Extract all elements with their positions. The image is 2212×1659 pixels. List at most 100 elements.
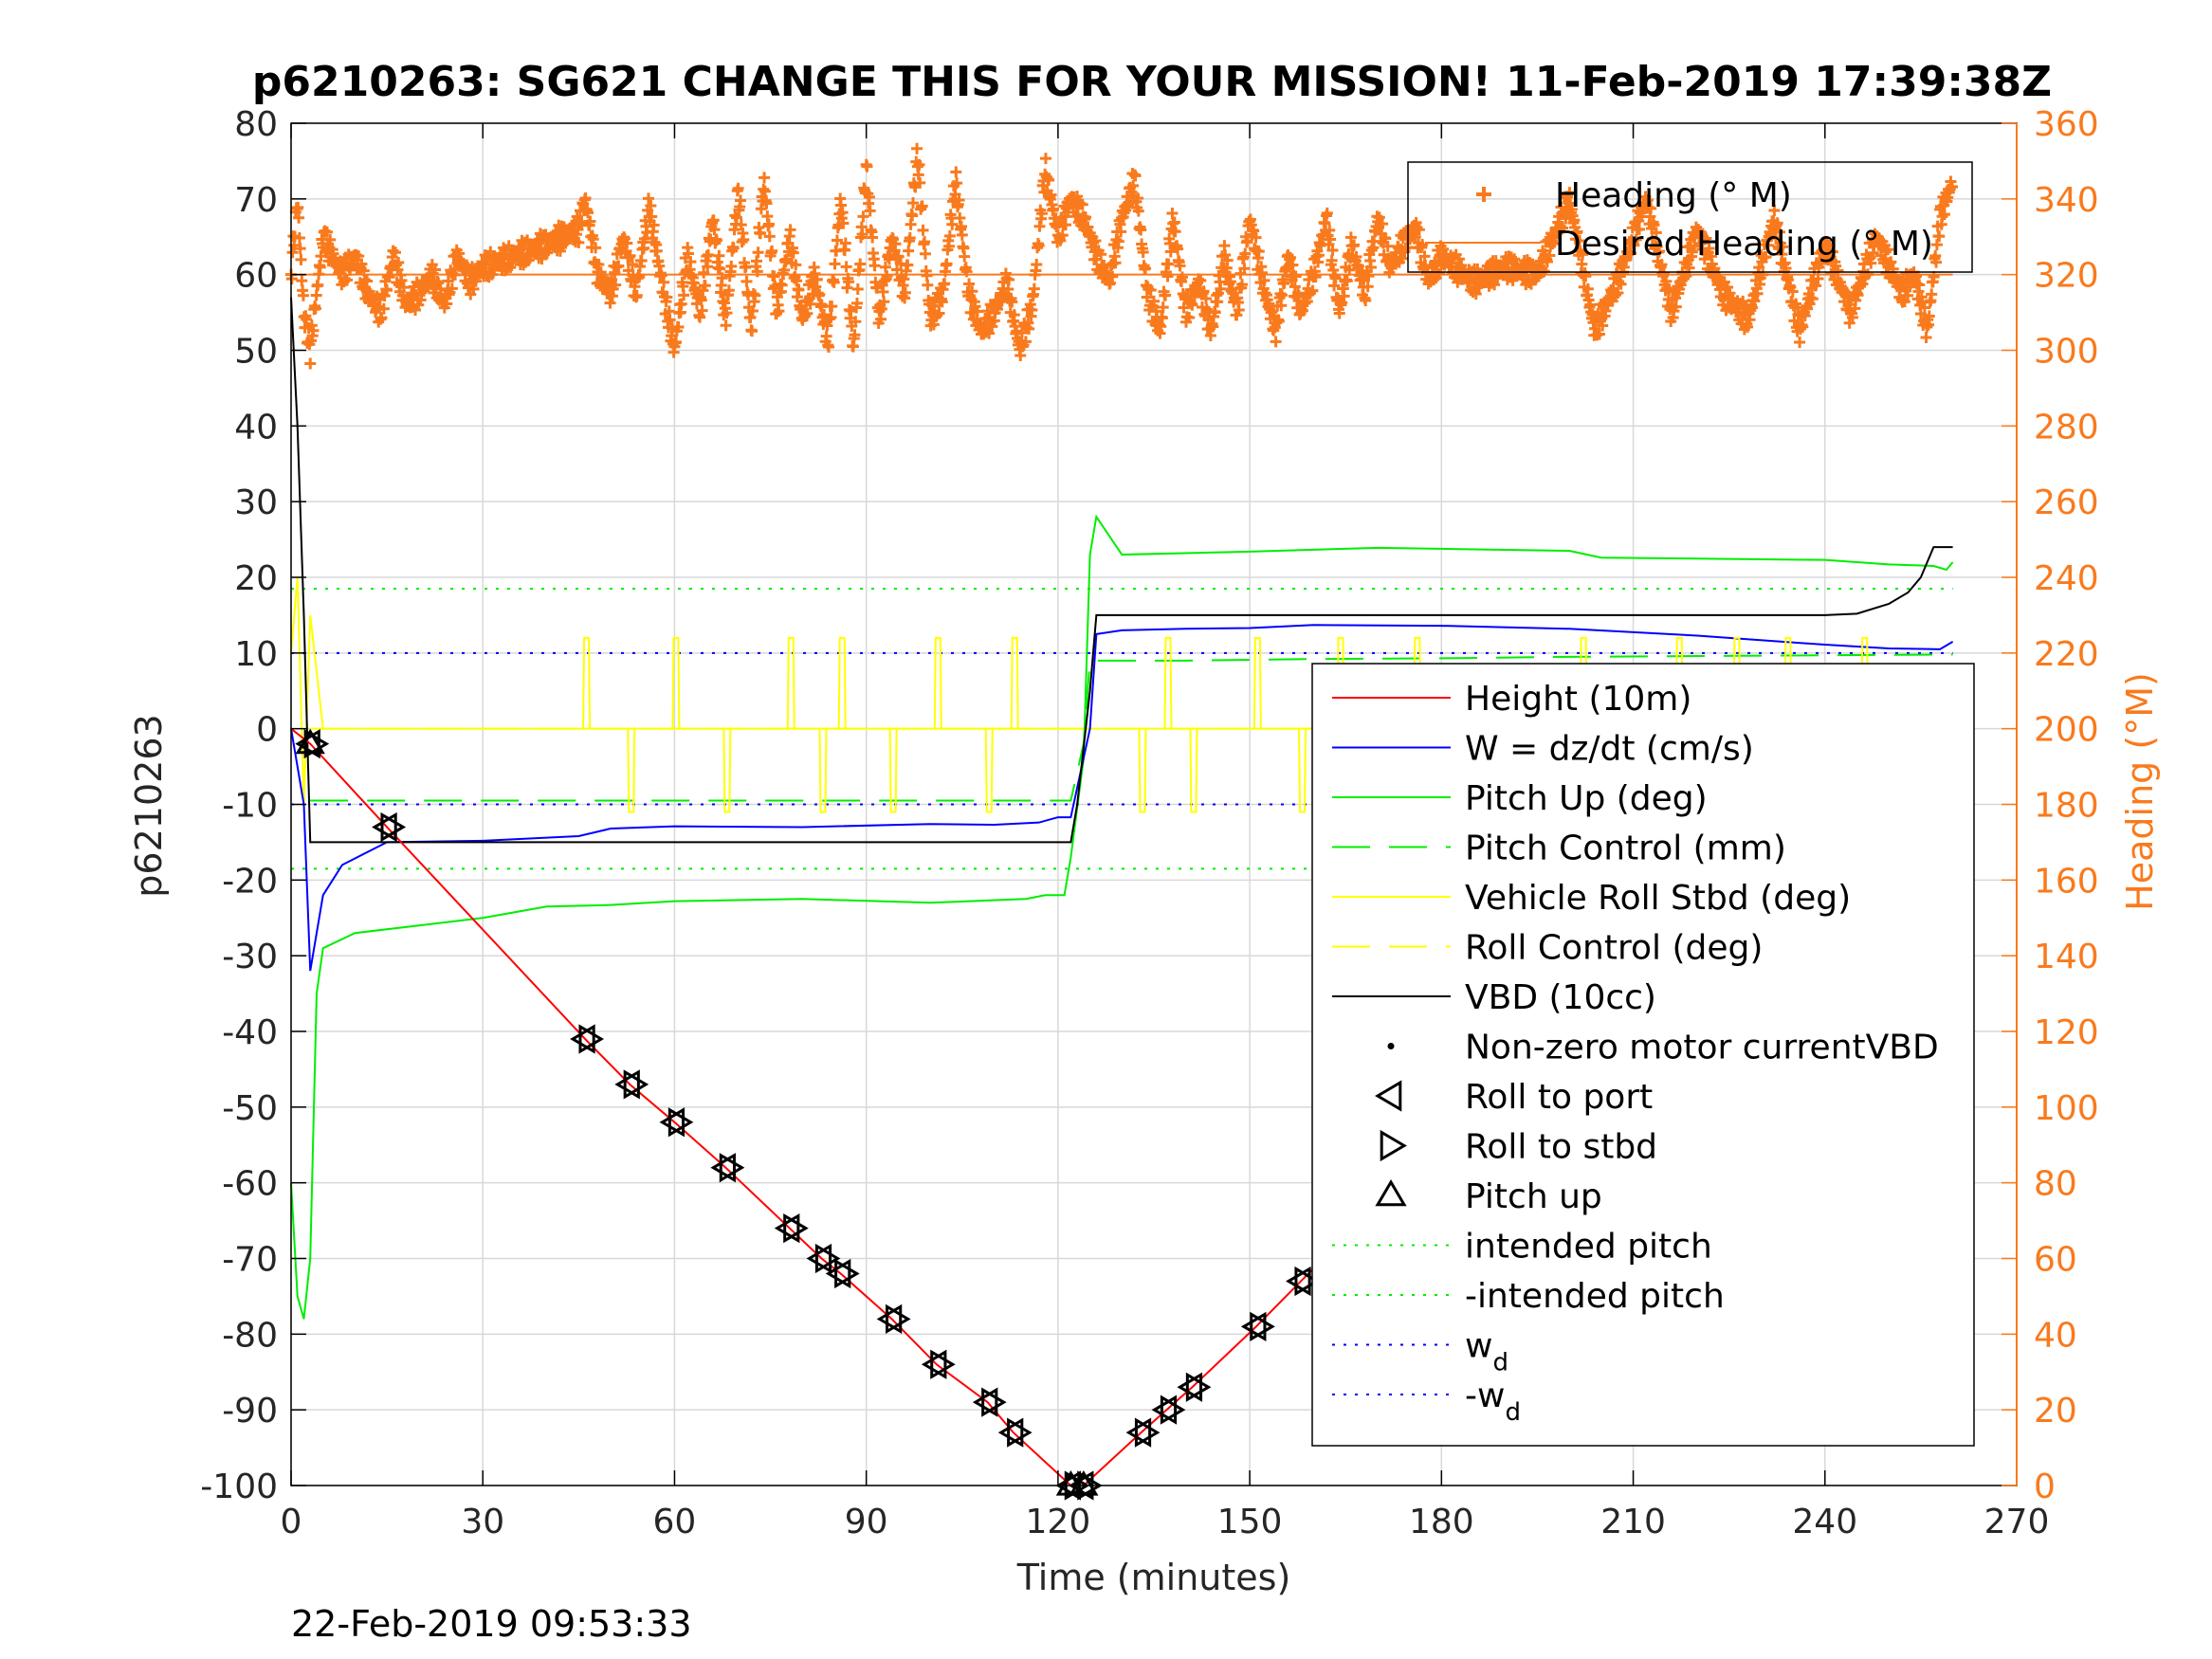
- legend-label-text: Vehicle Roll Stbd (deg): [1465, 879, 1851, 918]
- legend-main: Height (10m) W = dz/dt (cm/s) Pitch Up (de…: [1311, 663, 1975, 1447]
- series-line-w-dz-dt-cm-s: [290, 624, 1954, 972]
- roll-stbd-marker: [834, 1258, 860, 1289]
- legend-label-text: Roll to port: [1465, 1078, 1653, 1117]
- y-tick-label: -20: [222, 862, 278, 901]
- roll-stbd-marker: [578, 1024, 605, 1054]
- roll-stbd-marker: [719, 1153, 745, 1183]
- y-axis-label: p6210263: [128, 714, 170, 897]
- roll-stbd-marker: [1250, 1311, 1275, 1341]
- pitch-up-marker: [295, 728, 325, 755]
- y-tick-label: 40: [234, 408, 278, 447]
- y2-tick-label: 220: [2034, 635, 2099, 674]
- legend-label: Roll to port: [1465, 1078, 1653, 1117]
- legend-label-text: Pitch Control (mm): [1465, 830, 1786, 868]
- y2-tick-label: 100: [2034, 1089, 2099, 1128]
- y-tick-label: -10: [222, 787, 278, 826]
- y-tick-label: 60: [234, 257, 278, 296]
- y-tick-label: 30: [234, 483, 278, 522]
- legend-label-text: Height (10m): [1465, 680, 1691, 719]
- x-axis: 0 30 60 90 120 150 180 210 240 270: [281, 123, 2049, 1541]
- legend-label: Vehicle Roll Stbd (deg): [1465, 879, 1851, 918]
- roll-stbd-marker: [303, 729, 330, 759]
- roll-spike: [984, 728, 994, 813]
- y-tick-label: -90: [222, 1392, 278, 1431]
- legend-label-subscript: d: [1492, 1349, 1508, 1377]
- legend-swatch: [1375, 1179, 1407, 1207]
- legend-label: intended pitch: [1465, 1228, 1712, 1267]
- x-axis-label: Time (minutes): [1016, 1557, 1291, 1598]
- roll-port-marker: [1240, 1311, 1267, 1341]
- y2-tick-label: 260: [2034, 483, 2099, 522]
- chart-title: p6210263: SG621 CHANGE THIS FOR YOUR MIS…: [252, 58, 2052, 106]
- x-tick-label: 120: [1026, 1503, 1091, 1541]
- roll-stbd-marker: [623, 1069, 649, 1100]
- x-tick-label: 90: [845, 1503, 888, 1541]
- roll-spike: [1163, 636, 1173, 729]
- footer-timestamp: 22-Feb-2019 09:53:33: [291, 1603, 692, 1645]
- legend-label: -intended pitch: [1465, 1277, 1725, 1316]
- y-tick-label: 20: [234, 559, 278, 598]
- roll-stbd-marker: [981, 1387, 1007, 1417]
- y-axis-right: 3603403203002802602402202001801601401201…: [2002, 105, 2099, 1506]
- roll-stbd-marker: [667, 1107, 694, 1138]
- roll-port-marker: [614, 1069, 640, 1100]
- roll-port-marker: [372, 811, 397, 843]
- roll-port-marker: [997, 1417, 1024, 1448]
- roll-spike: [1010, 636, 1019, 729]
- roll-port-marker: [972, 1387, 998, 1417]
- roll-stbd-marker: [1160, 1395, 1186, 1425]
- legend-heading-marker: [1476, 187, 1491, 202]
- legend-label: Non-zero motor currentVBD: [1465, 1029, 1939, 1067]
- y2-tick-label: 120: [2034, 1013, 2099, 1052]
- roll-port-marker: [1177, 1372, 1203, 1402]
- roll-spike: [888, 728, 898, 813]
- y-tick-label: 50: [234, 333, 278, 372]
- legend-swatch: [1387, 1043, 1395, 1049]
- series-line-vbd-10cc: [290, 297, 1953, 844]
- roll-port-marker: [876, 1304, 903, 1334]
- y2-axis-label: Heading (°M): [2119, 672, 2161, 911]
- legend-label-text: Roll Control (deg): [1465, 929, 1763, 968]
- legend-heading: Heading (° M) Desired Heading (° M): [1407, 161, 1973, 273]
- roll-spike: [818, 728, 828, 813]
- roll-port-marker: [1151, 1395, 1178, 1425]
- legend-label-text: -intended pitch: [1465, 1277, 1725, 1316]
- legend-label-text: Pitch up: [1465, 1177, 1602, 1216]
- roll-stbd-marker: [1134, 1417, 1161, 1448]
- legend-label-text: W = dz/dt (cm/s): [1465, 730, 1754, 769]
- y2-tick-label: 280: [2034, 408, 2099, 447]
- y2-tick-label: 160: [2034, 862, 2099, 901]
- legend-label-text: -w: [1465, 1376, 1505, 1415]
- legend-label-text: intended pitch: [1465, 1228, 1712, 1267]
- y2-tick-label: 320: [2034, 257, 2099, 296]
- legend-label: wd: [1465, 1327, 1508, 1377]
- legend-label: Roll to stbd: [1465, 1128, 1657, 1167]
- legend-label: Pitch Control (mm): [1465, 830, 1786, 868]
- x-tick-label: 150: [1217, 1503, 1283, 1541]
- y2-tick-label: 200: [2034, 711, 2099, 750]
- legend-swatch: [1380, 1129, 1407, 1162]
- y2-tick-label: 0: [2034, 1468, 2056, 1506]
- roll-port-marker: [710, 1153, 736, 1183]
- y-tick-label: 0: [256, 711, 278, 750]
- y-tick-label: -30: [222, 938, 278, 976]
- roll-port-marker: [1125, 1417, 1152, 1448]
- series-line-pitch-up-deg: [290, 514, 1954, 1320]
- legend-label-text: VBD (10cc): [1465, 978, 1656, 1017]
- roll-spike: [722, 728, 732, 813]
- y2-tick-label: 60: [2034, 1241, 2077, 1280]
- roll-stbd-marker: [814, 1243, 841, 1274]
- x-tick-label: 180: [1409, 1503, 1474, 1541]
- y-tick-label: 80: [234, 105, 278, 144]
- x-tick-label: 0: [281, 1503, 302, 1541]
- legend-label-subscript: d: [1505, 1398, 1521, 1427]
- pitch-up-marker: [1069, 1470, 1099, 1496]
- x-tick-label: 240: [1792, 1503, 1857, 1541]
- roll-spike: [1138, 728, 1147, 813]
- roll-spike: [1252, 636, 1262, 729]
- roll-port-marker: [659, 1107, 686, 1138]
- roll-stbd-marker: [783, 1212, 809, 1244]
- legend-label-text: Non-zero motor currentVBD: [1465, 1029, 1939, 1067]
- y2-tick-label: 20: [2034, 1392, 2077, 1431]
